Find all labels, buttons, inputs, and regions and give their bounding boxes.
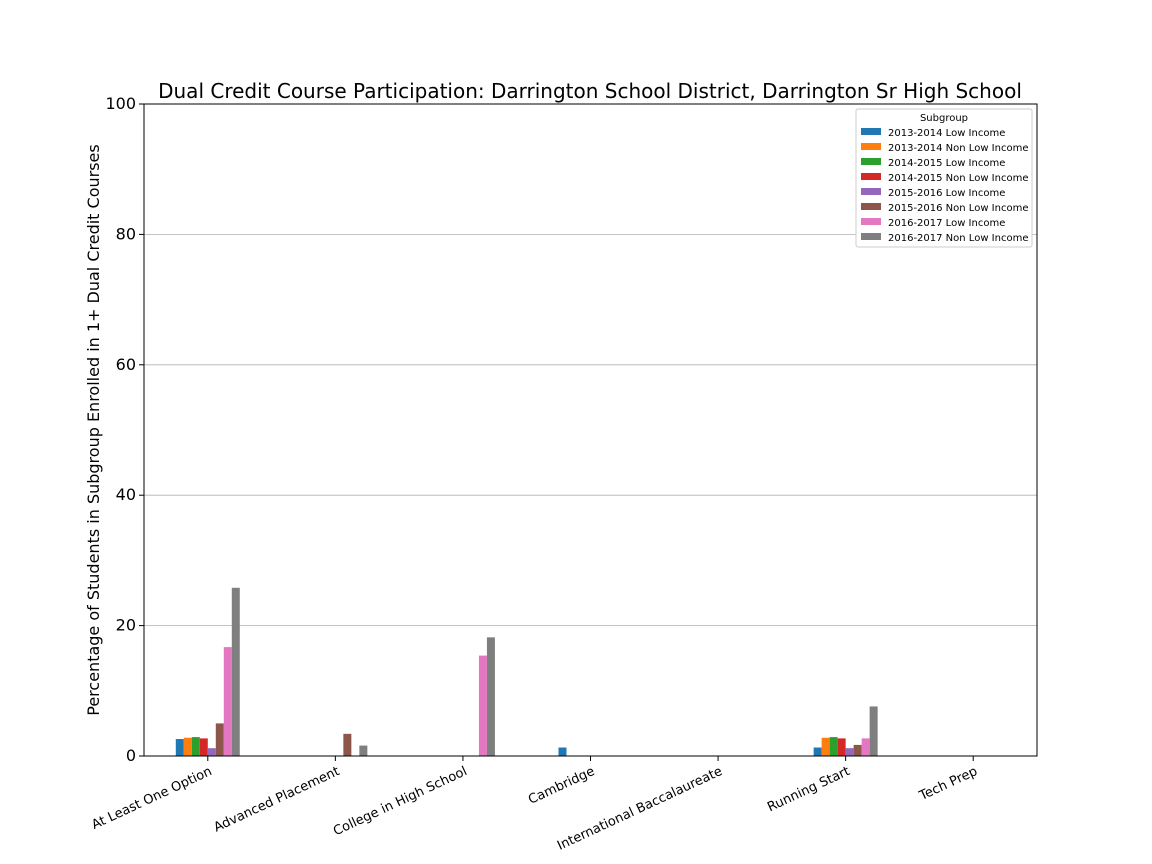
legend-swatch [861,173,881,180]
legend-entry: 2014-2015 Non Low Income [888,173,1028,184]
bar [478,655,487,756]
bar [359,745,368,756]
bar [845,748,854,756]
legend-entry: 2015-2016 Low Income [888,188,1005,199]
legend-swatch [861,188,881,195]
bar [558,747,567,756]
y-tick-label: 20 [116,616,136,635]
chart-title: Dual Credit Course Participation: Darrin… [158,79,1022,103]
x-tick-label: Advanced Placement [212,764,342,835]
bar [813,747,822,756]
legend-entry: 2016-2017 Non Low Income [888,233,1028,244]
bar [183,737,192,756]
legend-swatch [861,128,881,135]
legend-swatch [861,143,881,150]
bar [486,637,495,756]
bar [821,737,830,756]
bar [837,738,846,756]
legend-title: Subgroup [920,113,968,124]
bar [861,738,870,756]
bar [829,737,838,756]
bar [215,723,224,756]
y-tick-label: 0 [126,746,136,765]
x-tick-label: College in High School [331,764,469,839]
y-tick-label: 40 [116,485,136,504]
y-tick-label: 60 [116,355,136,374]
bar [175,739,184,756]
bar [191,737,200,756]
y-tick-label: 100 [105,94,136,113]
x-tick-label: Tech Prep [916,764,980,804]
legend-entry: 2016-2017 Low Income [888,218,1005,229]
x-tick-label: Cambridge [526,764,597,808]
bar [231,587,240,756]
legend-entry: 2015-2016 Non Low Income [888,203,1028,214]
x-tick-label: Running Start [765,764,852,815]
legend-entry: 2013-2014 Non Low Income [888,143,1028,154]
x-tick-label: At Least One Option [90,764,215,833]
gridlines [144,233,1037,626]
legend: Subgroup 2013-2014 Low Income 2013-2014 N… [855,108,1033,248]
y-axis-ticks: 0 20 40 60 80 100 [105,94,144,765]
legend-entry: 2013-2014 Low Income [888,128,1005,139]
bars [175,587,878,756]
legend-swatch [861,203,881,210]
legend-swatch [861,218,881,225]
bar [869,706,878,756]
legend-swatch [861,233,881,240]
bar [853,744,862,756]
bar [207,748,216,756]
bar [199,738,208,756]
bar [343,733,352,756]
legend-box [855,108,1033,248]
legend-swatch [861,158,881,165]
y-tick-label: 80 [116,224,136,243]
legend-entry: 2014-2015 Low Income [888,158,1005,169]
y-axis-label: Percentage of Students in Subgroup Enrol… [84,144,103,715]
bar [223,647,232,756]
